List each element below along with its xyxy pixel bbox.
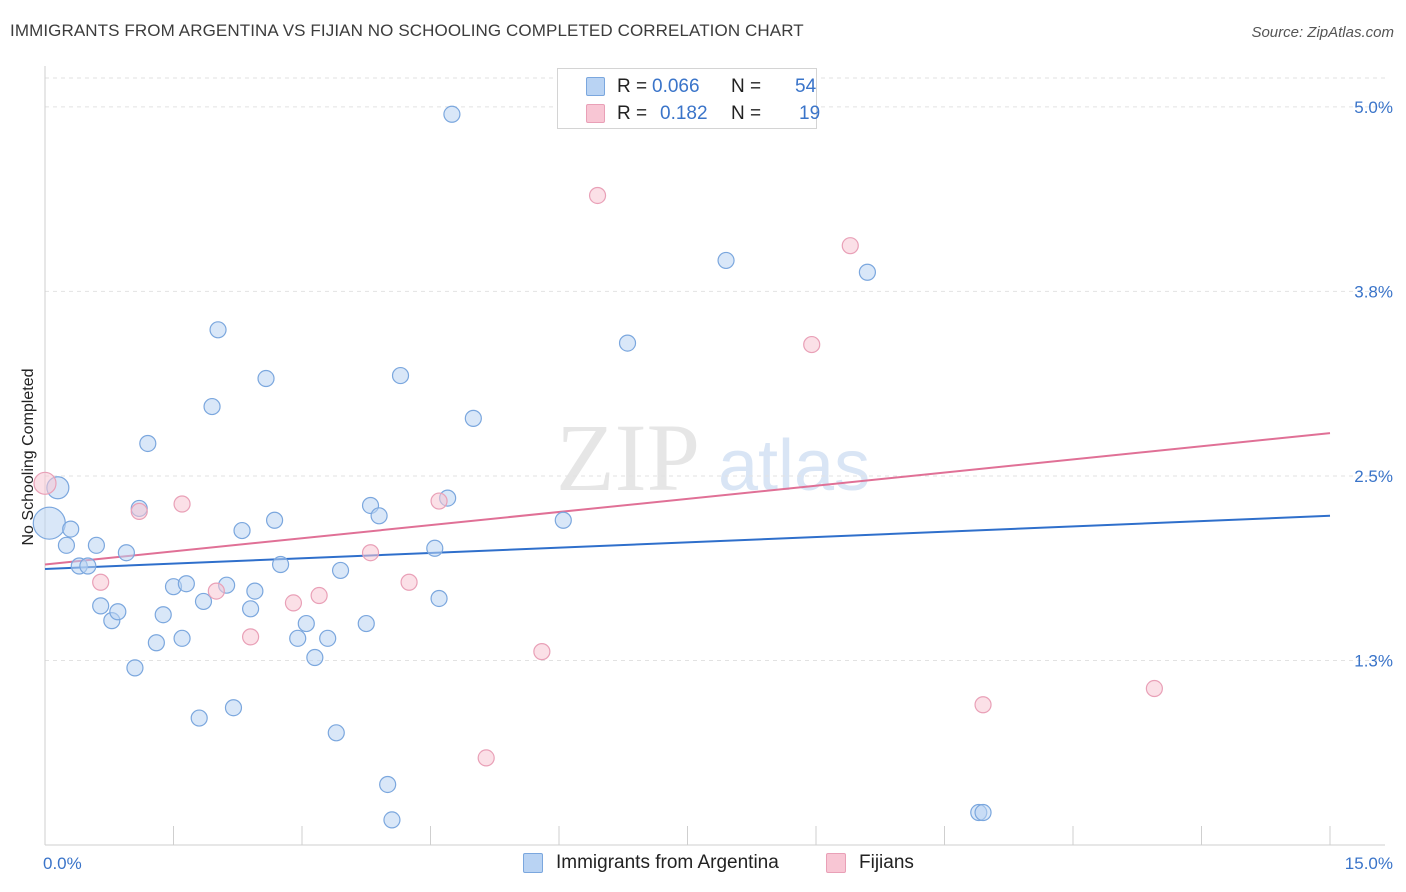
- legend-r-label: R =: [617, 76, 648, 97]
- watermark: ZIP atlas: [556, 404, 870, 511]
- argentina-point: [306, 648, 324, 667]
- fijian-point: [477, 749, 495, 767]
- argentina-point: [79, 557, 97, 575]
- argentina-point: [858, 263, 877, 281]
- fijian-point: [310, 586, 328, 605]
- legend-swatch-fijians: [586, 104, 605, 123]
- fijian-point: [284, 594, 303, 612]
- legend-swatch-argentina: [586, 77, 605, 96]
- x-tick-label: 15.0%: [1345, 854, 1393, 873]
- argentina-trend-line: [44, 514, 1331, 570]
- series-name-fijians: Fijians: [859, 852, 914, 873]
- series-name-argentina: Immigrants from Argentina: [556, 852, 779, 873]
- argentina-point: [173, 629, 191, 647]
- legend-n-value: 54: [795, 76, 817, 97]
- series-swatch-fijians: [826, 853, 846, 873]
- legend-n-value: 19: [799, 103, 821, 124]
- argentina-point: [618, 334, 637, 352]
- argentina-point: [257, 369, 275, 388]
- argentina-point: [297, 614, 315, 633]
- x-tick-label: 0.0%: [43, 854, 82, 873]
- argentina-point: [92, 597, 110, 615]
- argentina-point: [974, 803, 992, 822]
- argentina-point: [370, 507, 388, 525]
- fijian-point: [430, 492, 448, 510]
- argentina-point: [242, 600, 260, 618]
- series-swatch-argentina: [523, 853, 543, 873]
- fijian-point: [207, 582, 225, 600]
- argentina-point: [271, 555, 290, 574]
- y-axis-label: No Schooling Completed: [20, 369, 37, 546]
- argentina-point: [265, 511, 284, 529]
- argentina-point: [62, 520, 80, 538]
- axes: [44, 66, 1385, 846]
- argentina-point: [430, 589, 448, 608]
- argentina-point: [717, 251, 735, 270]
- fijian-point: [361, 544, 380, 562]
- argentina-point: [383, 811, 401, 829]
- legend-r-value: 0.066: [652, 76, 700, 97]
- argentina-point: [147, 634, 165, 652]
- fijian-point: [803, 335, 821, 354]
- argentina-point: [109, 603, 127, 621]
- legend-n-label: N =: [731, 76, 762, 97]
- fijian-point: [173, 495, 191, 513]
- argentina-point: [426, 539, 444, 557]
- argentina-point: [126, 659, 144, 677]
- data-points: [32, 105, 1163, 829]
- correlation-legend: R = 0.066 N = 54 R = 0.182 N = 19: [557, 68, 821, 129]
- grid-lines: [45, 77, 1385, 661]
- fijian-point: [242, 628, 260, 646]
- fijian-point: [130, 502, 148, 520]
- argentina-point: [154, 606, 172, 624]
- argentina-point: [391, 366, 410, 385]
- argentina-point: [224, 699, 243, 717]
- argentina-point: [57, 536, 76, 554]
- y-tick-label: 2.5%: [1354, 467, 1393, 486]
- fijian-point: [841, 237, 859, 255]
- argentina-point: [464, 409, 482, 427]
- fijian-point: [974, 696, 992, 714]
- fijian-point: [588, 186, 607, 205]
- fijian-point: [1145, 679, 1163, 698]
- fijian-point: [400, 573, 418, 591]
- argentina-point: [209, 321, 227, 339]
- argentina-point: [233, 521, 251, 540]
- argentina-point: [87, 536, 106, 554]
- watermark-zip: ZIP: [556, 404, 700, 511]
- fijian-point: [92, 573, 110, 591]
- y-tick-label: 1.3%: [1354, 651, 1393, 670]
- y-tick-label: 5.0%: [1354, 98, 1393, 117]
- argentina-point: [177, 575, 195, 593]
- argentina-point: [194, 592, 213, 611]
- source-credit: Source: ZipAtlas.com: [1251, 24, 1394, 41]
- tick-labels: 1.3% 2.5% 3.8% 5.0% 0.0% 15.0%: [43, 98, 1393, 873]
- argentina-point: [357, 614, 375, 633]
- trend-lines: [44, 432, 1331, 570]
- argentina-point: [117, 544, 135, 562]
- legend-r-value: 0.182: [660, 103, 708, 124]
- legend-r-label: R =: [617, 103, 648, 124]
- argentina-point: [331, 561, 350, 580]
- argentina-point: [379, 775, 397, 794]
- fijian-trend-line: [44, 432, 1331, 566]
- argentina-point: [246, 582, 264, 600]
- argentina-point: [190, 709, 208, 727]
- argentina-point: [327, 724, 345, 742]
- fijian-point: [33, 471, 57, 495]
- argentina-point: [139, 434, 157, 453]
- argentina-point: [203, 397, 221, 416]
- argentina-point: [554, 511, 572, 529]
- argentina-point: [32, 506, 66, 540]
- argentina-point: [443, 105, 461, 123]
- y-tick-label: 3.8%: [1354, 282, 1393, 301]
- argentina-point: [289, 629, 307, 647]
- fijian-point: [533, 643, 551, 661]
- argentina-point: [319, 629, 337, 647]
- legend-n-label: N =: [731, 103, 762, 124]
- chart-title: IMMIGRANTS FROM ARGENTINA VS FIJIAN NO S…: [10, 21, 804, 40]
